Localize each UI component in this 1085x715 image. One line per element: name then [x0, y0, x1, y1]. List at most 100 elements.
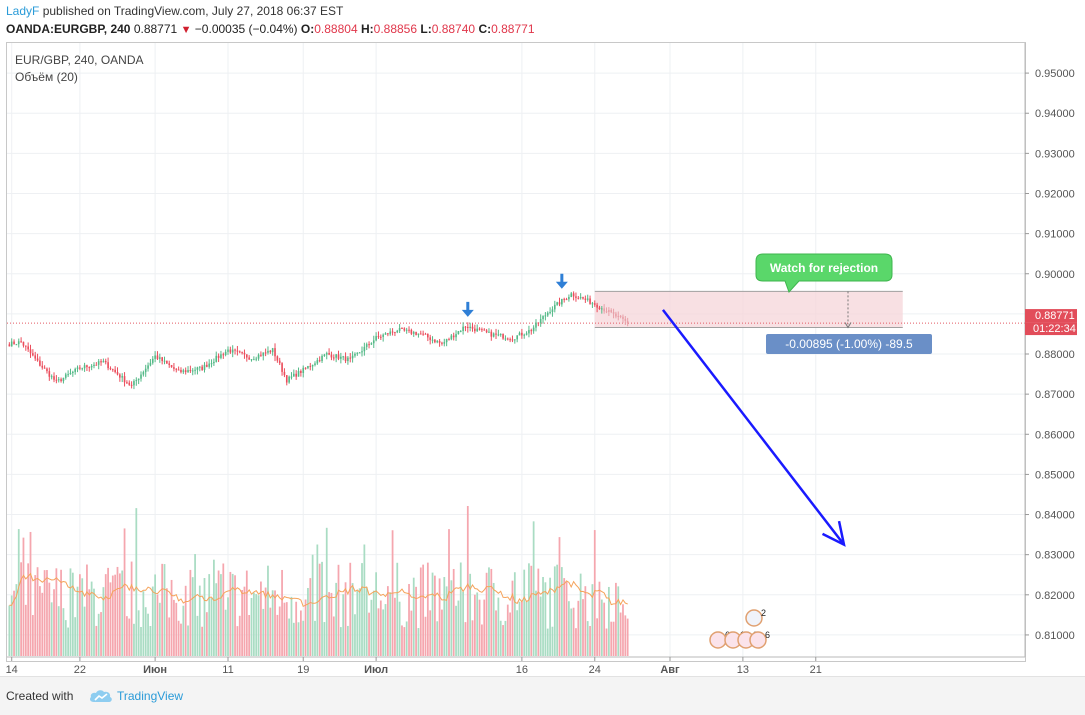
- volume-bar: [365, 586, 368, 656]
- candle: [201, 366, 203, 370]
- tradingview-cloud-icon[interactable]: [88, 688, 114, 704]
- candle: [191, 370, 194, 372]
- candle: [41, 365, 44, 368]
- volume-bar: [368, 612, 370, 656]
- candle: [429, 337, 432, 340]
- candle: [488, 331, 490, 333]
- candle: [387, 333, 389, 335]
- volume-bar: [97, 613, 100, 656]
- volume-bar: [330, 592, 333, 656]
- candle: [144, 368, 147, 373]
- volume-bar: [170, 579, 173, 656]
- volume-bar: [27, 563, 30, 656]
- candle: [175, 368, 178, 370]
- time-axis[interactable]: 14 22 Июн 11 19 Июл 16 24 Авг 13 21: [6, 656, 1025, 676]
- volume-legend[interactable]: Объём (20): [15, 70, 78, 84]
- candle: [203, 364, 206, 370]
- volume-bar: [497, 597, 500, 656]
- volume-bar: [466, 506, 469, 656]
- candle: [354, 353, 356, 356]
- volume-bar: [457, 600, 460, 656]
- candle: [281, 363, 283, 372]
- candle: [142, 372, 145, 375]
- candle: [62, 377, 65, 382]
- price-tick-label: 0.86000: [1035, 429, 1075, 441]
- candle: [269, 350, 272, 353]
- candle: [231, 349, 234, 353]
- candle: [412, 332, 415, 334]
- low-label: L:: [420, 22, 432, 36]
- price-tick-label: 0.84000: [1035, 510, 1075, 522]
- volume-bar: [255, 594, 258, 656]
- candle: [347, 357, 349, 362]
- volume-bar: [337, 564, 340, 656]
- candle: [187, 370, 189, 373]
- candle: [316, 360, 319, 364]
- candle: [427, 334, 429, 338]
- volume-bar: [511, 580, 514, 656]
- volume-bar: [76, 586, 79, 656]
- volume-bar: [154, 574, 156, 656]
- volume-bar: [163, 564, 166, 656]
- volume-bar: [575, 628, 577, 656]
- volume-bar: [213, 559, 215, 656]
- candle: [445, 339, 448, 343]
- volume-bar: [535, 590, 537, 656]
- price-chart[interactable]: Watch for rejection -0.00895 (-1.00%) -89…: [0, 0, 1085, 676]
- volume-bar: [81, 578, 84, 656]
- volume-bar: [450, 580, 453, 656]
- volume-bar: [158, 602, 161, 656]
- candle: [241, 352, 243, 354]
- candle: [424, 333, 427, 335]
- volume-bar: [250, 597, 253, 656]
- volume-bar: [114, 574, 117, 656]
- volume-bar: [144, 607, 147, 656]
- candle: [389, 331, 392, 335]
- volume-bar: [151, 586, 154, 656]
- candle: [612, 312, 615, 314]
- candle: [262, 352, 265, 356]
- candle: [72, 371, 74, 373]
- volume-bar: [354, 614, 356, 656]
- volume-bar: [478, 599, 481, 656]
- tradingview-link[interactable]: TradingView: [117, 689, 184, 703]
- trend-arrowhead-icon: [821, 520, 846, 547]
- volume-bar: [342, 594, 345, 656]
- volume-bar: [10, 595, 13, 656]
- candle: [342, 356, 345, 358]
- price-axis[interactable]: 0.95000 0.94000 0.93000 0.92000 0.91000 0.900…: [1024, 43, 1077, 657]
- candle: [83, 365, 86, 369]
- volume-bar: [422, 564, 425, 656]
- candle: [161, 357, 163, 362]
- candle: [375, 336, 377, 341]
- candle: [438, 340, 441, 343]
- volume-bar: [67, 627, 70, 656]
- quote-line: OANDA:EURGBP, 240 0.88771 ▼ −0.00035 (−0…: [6, 22, 535, 36]
- price-tick-label: 0.90000: [1035, 269, 1075, 281]
- current-price-label: 0.88771: [1035, 310, 1075, 322]
- series-legend[interactable]: EUR/GBP, 240, OANDA: [15, 53, 144, 67]
- candle: [372, 340, 375, 344]
- volume-bar: [311, 554, 314, 656]
- candle: [24, 345, 27, 347]
- volume-bar: [434, 575, 436, 656]
- candle: [133, 381, 135, 386]
- bearish-trend-arrow: [661, 309, 845, 546]
- volume-bar: [544, 582, 547, 656]
- published-text: published on TradingView.com, July 27, 2…: [42, 4, 344, 18]
- author-link[interactable]: LadyF: [6, 4, 40, 18]
- volume-bar: [198, 585, 201, 656]
- candle: [511, 339, 514, 341]
- candle: [617, 315, 620, 317]
- candle: [22, 341, 25, 346]
- candle: [67, 374, 69, 376]
- volume-bar: [121, 570, 124, 656]
- candle: [619, 315, 622, 317]
- price-tick-label: 0.95000: [1035, 68, 1075, 80]
- candle: [276, 356, 279, 361]
- candle: [551, 309, 554, 312]
- candle: [184, 370, 187, 373]
- candle: [119, 374, 121, 378]
- volume-bar: [165, 588, 168, 656]
- volume-bar: [553, 566, 556, 656]
